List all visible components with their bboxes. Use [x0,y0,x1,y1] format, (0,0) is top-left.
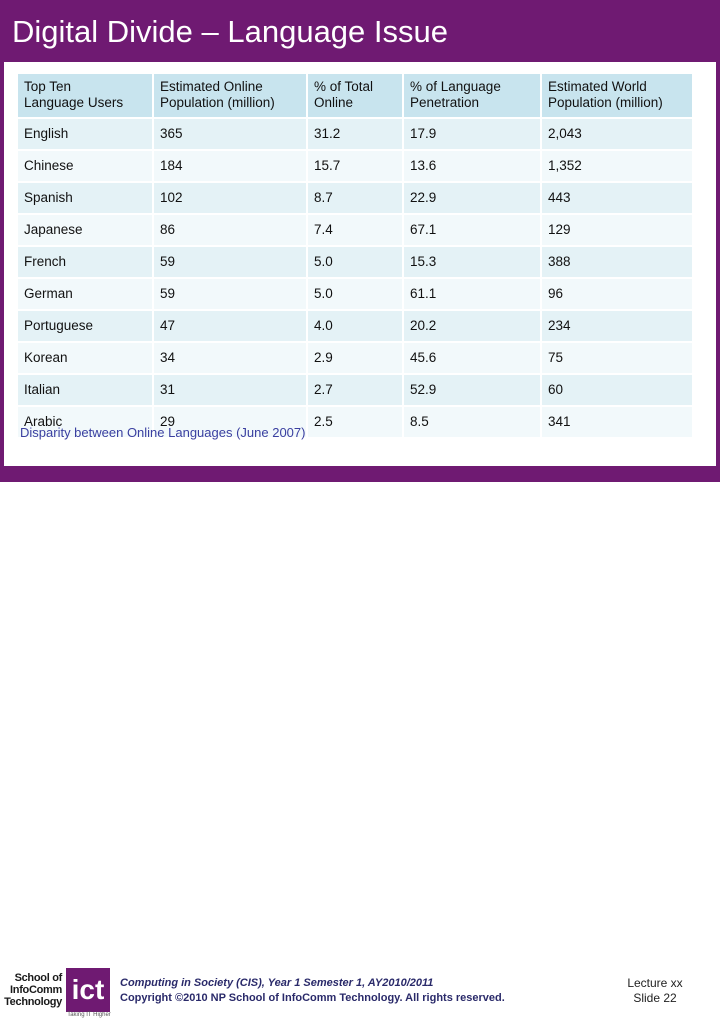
table-cell: French [18,247,152,277]
language-table: Top Ten Language Users Estimated Online … [16,72,694,439]
table-cell: Chinese [18,151,152,181]
table-cell: 96 [542,279,692,309]
header-cell: Estimated Online Population (million) [154,74,306,117]
footer-credits: Computing in Society (CIS), Year 1 Semes… [120,976,505,1006]
table-row: Chinese 184 15.7 13.6 1,352 [18,151,692,181]
right-border [716,62,720,470]
header-label: % of Total Online [314,79,374,110]
table-row: German 59 5.0 61.1 96 [18,279,692,309]
school-logo: School of InfoComm Technology ict Taking… [4,968,111,1020]
table-cell: 2.5 [308,407,402,437]
bottom-bar [0,466,720,482]
table-cell: 31 [154,375,306,405]
slide-info: Lecture xx Slide 22 [610,976,700,1006]
table-cell: 86 [154,215,306,245]
table-cell: 2,043 [542,119,692,149]
table-cell: 59 [154,279,306,309]
table-cell: 443 [542,183,692,213]
table-cell: Spanish [18,183,152,213]
header-cell: Estimated World Population (million) [542,74,692,117]
table-cell: 17.9 [404,119,540,149]
table-cell: Portuguese [18,311,152,341]
table-cell: English [18,119,152,149]
table-cell: 67.1 [404,215,540,245]
table-cell: 8.5 [404,407,540,437]
header-cell: % of Language Penetration [404,74,540,117]
table-cell: 15.7 [308,151,402,181]
table-cell: 8.7 [308,183,402,213]
table-row: English 365 31.2 17.9 2,043 [18,119,692,149]
table-cell: 75 [542,343,692,373]
table-cell: 45.6 [404,343,540,373]
header-label: Estimated World Population (million) [548,79,663,110]
header-label: % of Language Penetration [410,79,501,110]
left-border [0,62,4,470]
table-cell: 1,352 [542,151,692,181]
table-row: Spanish 102 8.7 22.9 443 [18,183,692,213]
logo-text: School of InfoComm Technology [4,972,62,1008]
table-cell: 20.2 [404,311,540,341]
table-header-row: Top Ten Language Users Estimated Online … [18,74,692,117]
table-cell: 61.1 [404,279,540,309]
table-cell: 7.4 [308,215,402,245]
table-row: Portuguese 47 4.0 20.2 234 [18,311,692,341]
header-cell: Top Ten Language Users [18,74,152,117]
table-cell: 341 [542,407,692,437]
table-cell: 31.2 [308,119,402,149]
table-cell: Italian [18,375,152,405]
table-cell: 22.9 [404,183,540,213]
table-cell: 129 [542,215,692,245]
footer: School of InfoComm Technology ict Taking… [0,482,720,1018]
table-cell: 15.3 [404,247,540,277]
table-row: Korean 34 2.9 45.6 75 [18,343,692,373]
table-row: Italian 31 2.7 52.9 60 [18,375,692,405]
table-row: Japanese 86 7.4 67.1 129 [18,215,692,245]
table-cell: 2.9 [308,343,402,373]
course-line: Computing in Society (CIS), Year 1 Semes… [120,977,434,989]
ict-logo-mark: ict [66,968,110,1012]
table-cell: 2.7 [308,375,402,405]
header-label: Estimated Online Population (million) [160,79,275,110]
table-cell: 365 [154,119,306,149]
table-cell: 184 [154,151,306,181]
copyright-line: Copyright ©2010 NP School of InfoComm Te… [120,992,505,1004]
table-cell: Arabic [18,407,152,437]
header-label: Top Ten Language Users [24,79,124,110]
header-cell: % of Total Online [308,74,402,117]
table-cell: 5.0 [308,279,402,309]
table-cell: 13.6 [404,151,540,181]
table-cell: 388 [542,247,692,277]
table-cell: 34 [154,343,306,373]
table-cell: 47 [154,311,306,341]
lecture-number: Lecture xx [627,976,683,990]
slide-number: Slide 22 [633,991,677,1005]
logo-tagline: Taking IT Higher [67,1012,111,1018]
table-cell: 5.0 [308,247,402,277]
title-bar: Digital Divide – Language Issue [0,0,720,62]
table-cell: 60 [542,375,692,405]
table-cell: 4.0 [308,311,402,341]
table-row: Arabic 29 2.5 8.5 341 [18,407,692,437]
table-cell: 102 [154,183,306,213]
table-cell: German [18,279,152,309]
table-cell: 52.9 [404,375,540,405]
table-caption: Disparity between Online Languages (June… [20,425,306,440]
table-cell: Japanese [18,215,152,245]
table-row: French 59 5.0 15.3 388 [18,247,692,277]
table-cell: 29 [154,407,306,437]
table-cell: 59 [154,247,306,277]
table-cell: Korean [18,343,152,373]
table-cell: 234 [542,311,692,341]
slide-title: Digital Divide – Language Issue [12,14,448,49]
